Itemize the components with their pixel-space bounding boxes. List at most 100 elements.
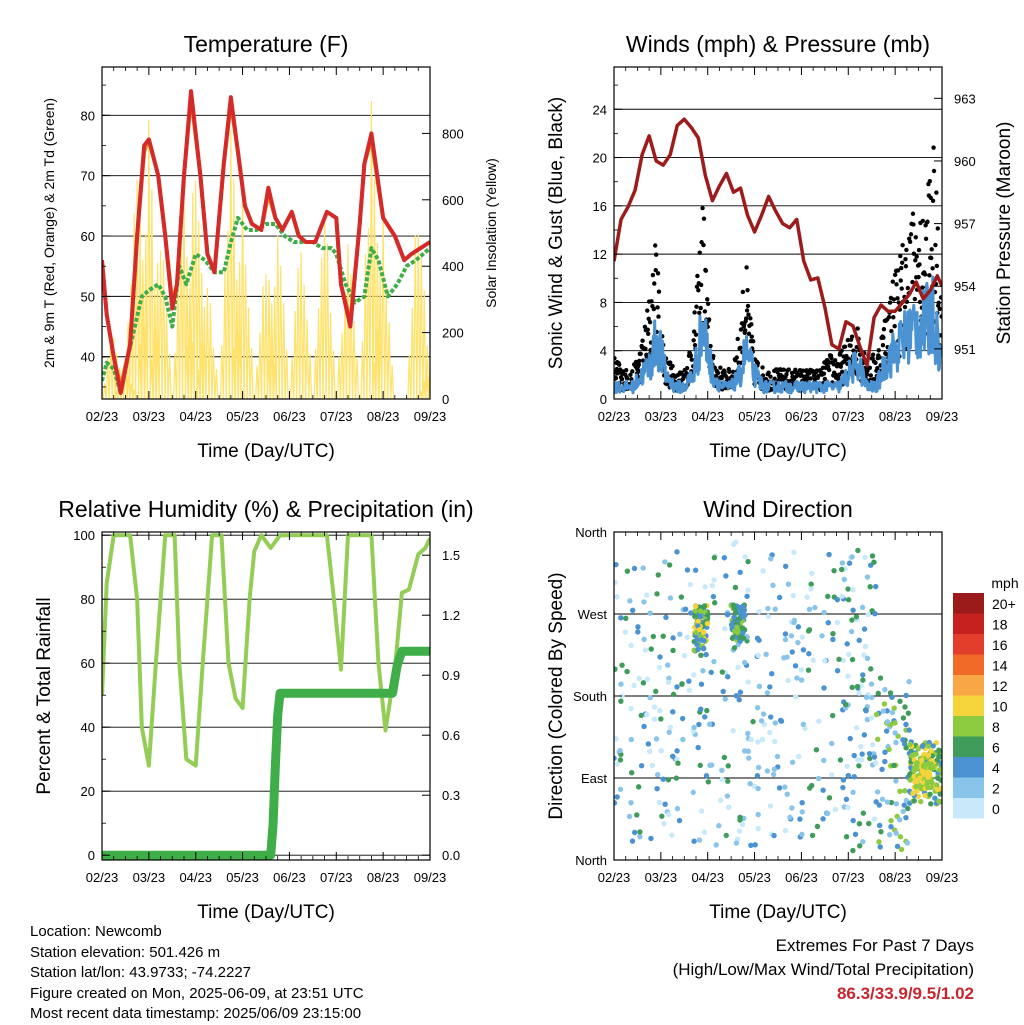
direction-point xyxy=(614,761,620,767)
gust-point xyxy=(903,256,908,262)
direction-point xyxy=(860,838,866,845)
gust-point xyxy=(780,374,785,379)
direction-point xyxy=(799,800,805,806)
direction-point xyxy=(892,730,898,736)
direction-point xyxy=(636,675,642,682)
direction-point xyxy=(622,629,628,635)
direction-point xyxy=(696,837,703,843)
y-tick-label: 16 xyxy=(593,199,607,214)
direction-point xyxy=(744,593,750,599)
direction-point xyxy=(806,785,813,791)
station-info: Location: Newcomb Station elevation: 501… xyxy=(30,922,364,1025)
direction-point xyxy=(764,768,771,774)
chart-panel-2: Winds (mph) & Pressure (mb) Time (Day/UTC… xyxy=(546,31,1015,462)
chart-panel-3: Relative Humidity (%) & Precipitation (i… xyxy=(34,496,474,923)
direction-point xyxy=(647,695,653,701)
direction-point xyxy=(870,741,876,748)
gust-point xyxy=(650,272,656,278)
gust-point xyxy=(899,260,905,265)
direction-point xyxy=(826,795,833,801)
direction-point xyxy=(900,808,906,815)
direction-point xyxy=(789,649,795,655)
y-tick-label: 0 xyxy=(600,392,607,407)
x-tick-label: 03/23 xyxy=(133,870,166,885)
direction-point xyxy=(839,593,845,599)
direction-point xyxy=(902,788,908,794)
gust-point xyxy=(922,272,928,277)
direction-point xyxy=(845,586,851,592)
y-tick-label: 0 xyxy=(88,848,95,863)
direction-point xyxy=(794,675,800,681)
gust-point xyxy=(697,310,702,316)
direction-point xyxy=(806,606,813,613)
direction-point xyxy=(809,832,816,839)
direction-point xyxy=(855,547,861,554)
legend-title: mph xyxy=(991,575,1018,591)
direction-point xyxy=(884,708,890,714)
direction-point xyxy=(904,840,911,846)
direction-point xyxy=(836,656,842,663)
direction-point xyxy=(667,724,673,731)
gust-point xyxy=(895,296,900,301)
gust-point xyxy=(655,271,661,276)
y-tick-label: 70 xyxy=(81,169,95,184)
gust-point xyxy=(886,314,892,320)
direction-point xyxy=(844,763,850,769)
direction-point xyxy=(831,567,837,574)
direction-point xyxy=(628,705,634,712)
gust-point xyxy=(930,198,936,203)
direction-point xyxy=(704,620,711,627)
direction-point xyxy=(926,743,932,749)
direction-point xyxy=(624,568,631,574)
gust-point xyxy=(894,282,899,287)
direction-point xyxy=(843,701,849,708)
direction-point xyxy=(898,846,905,853)
gust-point xyxy=(798,371,804,377)
direction-point xyxy=(826,551,832,558)
x-tick-label: 03/23 xyxy=(133,409,166,424)
direction-point xyxy=(863,707,869,714)
direction-point xyxy=(630,607,636,613)
gust-point xyxy=(646,331,651,336)
gust-point xyxy=(684,366,690,371)
gust-point xyxy=(772,376,777,381)
gust-point xyxy=(715,370,721,376)
direction-point xyxy=(830,636,836,643)
direction-point xyxy=(691,724,697,731)
direction-point xyxy=(755,785,761,792)
legend-swatch xyxy=(953,593,984,614)
gust-point xyxy=(705,301,711,306)
direction-point xyxy=(911,765,918,771)
direction-point xyxy=(928,801,934,807)
plot-area xyxy=(614,117,942,395)
direction-point xyxy=(755,764,762,771)
direction-point xyxy=(874,789,881,795)
gust-point xyxy=(645,308,650,313)
direction-point xyxy=(901,802,907,808)
direction-point xyxy=(887,690,894,696)
direction-point xyxy=(850,607,856,613)
gust-point xyxy=(784,372,789,377)
gust-point xyxy=(875,366,880,371)
direction-point xyxy=(876,802,882,808)
gust-point xyxy=(937,306,942,312)
x-tick-label: 07/23 xyxy=(320,870,353,885)
direction-point xyxy=(704,612,711,618)
direction-point xyxy=(934,757,941,763)
direction-point xyxy=(927,791,933,797)
total-rainfall-line xyxy=(102,646,430,860)
direction-point xyxy=(674,549,680,555)
direction-point xyxy=(670,691,677,698)
direction-point xyxy=(798,677,805,683)
direction-point xyxy=(877,675,884,681)
direction-point xyxy=(698,681,705,687)
legend-label: 14 xyxy=(992,658,1008,674)
direction-point xyxy=(872,610,878,617)
direction-point xyxy=(635,629,641,635)
direction-point xyxy=(665,777,672,783)
direction-point xyxy=(824,810,831,817)
direction-point xyxy=(666,811,672,817)
gust-point xyxy=(740,289,746,295)
gust-point xyxy=(745,303,751,309)
direction-point xyxy=(746,755,752,761)
